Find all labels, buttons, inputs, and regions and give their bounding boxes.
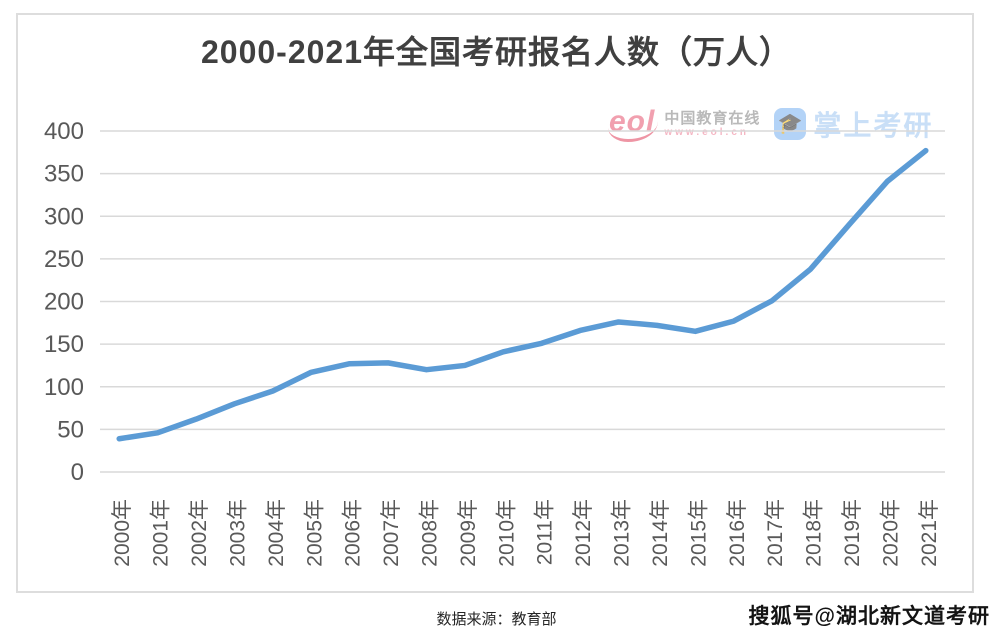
x-axis-tick-label: 2002年 — [188, 499, 211, 567]
x-axis-tick-label: 2013年 — [611, 499, 634, 567]
x-axis-tick-label: 2004年 — [265, 499, 288, 567]
x-axis-tick-label: 2019年 — [841, 499, 864, 567]
eol-url-label: www.eol.cn — [664, 126, 749, 138]
x-axis-tick-label: 2005年 — [303, 499, 326, 567]
chart-title: 2000-2021年全国考研报名人数（万人） — [200, 34, 793, 70]
x-axis-tick-label: 2014年 — [649, 499, 672, 567]
x-axis-tick-label: 2012年 — [572, 499, 595, 567]
graduation-cap-icon: 🎓 — [774, 108, 807, 140]
x-axis-tick-label: 2020年 — [879, 499, 902, 567]
y-axis-tick-label: 0 — [71, 459, 84, 486]
y-axis-tick-label: 50 — [57, 416, 84, 443]
x-axis-tick-label: 2003年 — [226, 499, 249, 567]
y-axis-tick-label: 400 — [44, 118, 84, 145]
x-axis-tick-label: 2001年 — [150, 499, 173, 567]
x-axis-tick-label: 2000年 — [111, 499, 134, 567]
y-axis-tick-label: 350 — [44, 161, 84, 188]
x-axis-tick-label: 2009年 — [457, 499, 480, 567]
eol-name-label: 中国教育在线 — [664, 109, 761, 127]
y-axis-tick-label: 150 — [44, 331, 84, 358]
y-axis-tick-label: 250 — [44, 246, 84, 273]
y-axis-tick-label: 300 — [44, 203, 84, 230]
data-line-series — [116, 147, 929, 442]
x-axis-tick-label: 2017年 — [764, 499, 787, 567]
watermark-row: eol 中国教育在线 www.eol.cn 🎓 掌上考研 — [608, 96, 968, 152]
y-axis-tick-label: 100 — [44, 374, 84, 401]
x-axis-tick-label: 2011年 — [534, 499, 557, 565]
data-source-label: 数据来源：教育部 — [436, 611, 557, 628]
zsky-name-label: 掌上考研 — [813, 110, 934, 141]
x-axis-tick-label: 2016年 — [726, 499, 749, 567]
x-axis-tick-label: 2010年 — [495, 499, 518, 567]
x-axis-tick-label: 2018年 — [803, 499, 826, 567]
zsky-watermark: 🎓 掌上考研 — [774, 104, 933, 144]
x-axis-tick-label: 2007年 — [380, 499, 403, 567]
y-axis-tick-label: 200 — [44, 289, 84, 316]
x-axis-tick-label: 2015年 — [687, 499, 710, 567]
x-axis-tick-label: 2021年 — [918, 499, 941, 567]
sohu-watermark-label: 搜狐号@湖北新文道考研 — [748, 605, 990, 628]
x-axis-tick-label: 2008年 — [418, 499, 441, 567]
chart-frame — [16, 13, 974, 593]
x-axis-tick-label: 2006年 — [342, 499, 365, 567]
